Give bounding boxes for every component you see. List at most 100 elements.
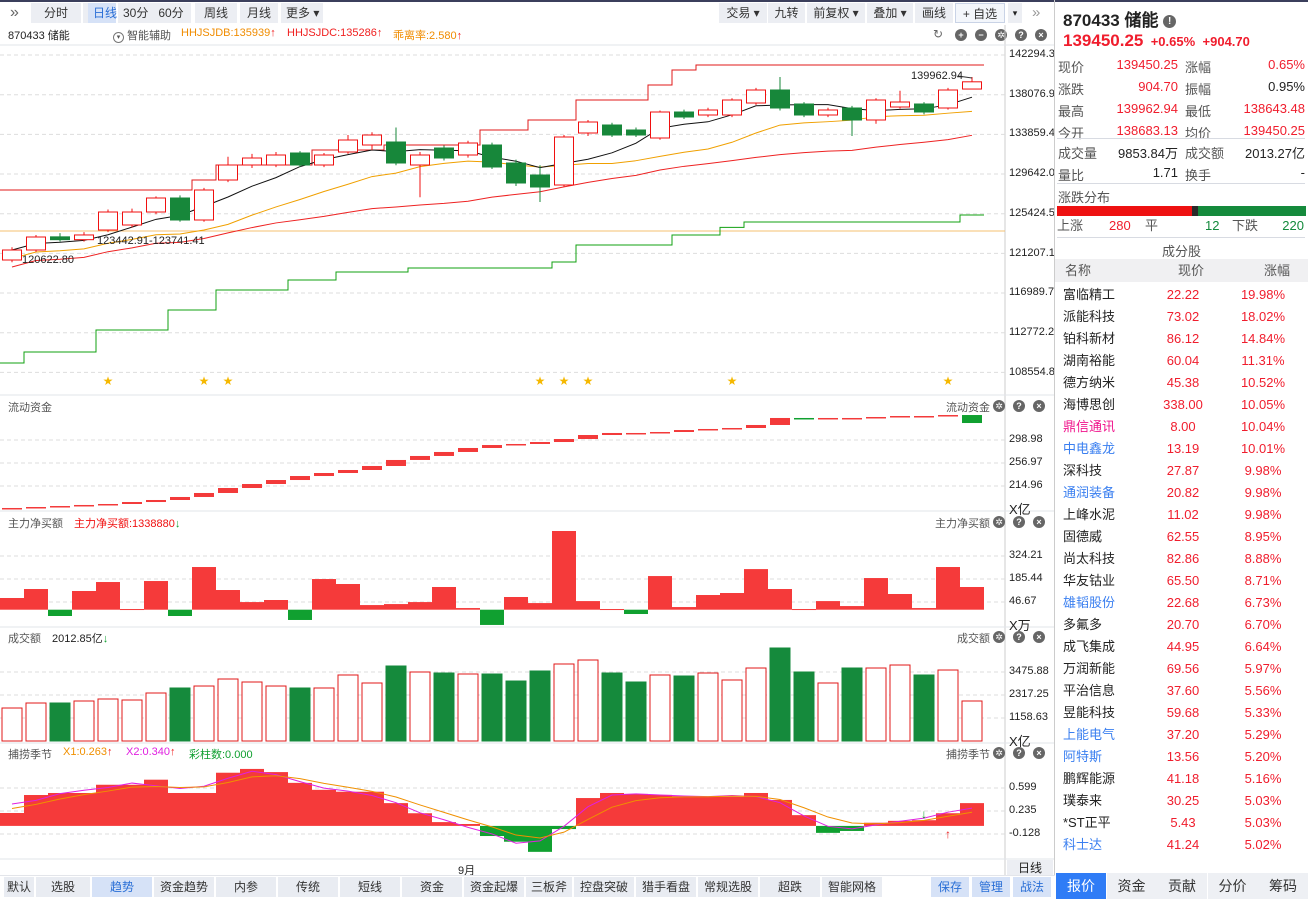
- action-button-0[interactable]: 保存: [931, 877, 969, 897]
- season-title-right: 捕捞季节: [946, 749, 990, 761]
- expand-icon[interactable]: »: [10, 4, 19, 21]
- help-icon[interactable]: ?: [1013, 400, 1025, 412]
- watchlist-dropdown[interactable]: ▾: [1008, 3, 1022, 23]
- smart-assist-toggle[interactable]: ▾ 智能辅助: [113, 27, 171, 43]
- close-icon[interactable]: ×: [1035, 29, 1047, 41]
- close-icon[interactable]: ×: [1033, 400, 1045, 412]
- stock-row[interactable]: 德方纳米 45.38 10.52%: [1063, 372, 1303, 394]
- help-icon[interactable]: ?: [1013, 747, 1025, 759]
- close-icon[interactable]: ×: [1033, 747, 1045, 759]
- header-name[interactable]: 名称: [1065, 263, 1092, 278]
- tab-period-0[interactable]: 分时: [31, 3, 81, 23]
- toolbar-button-2[interactable]: 前复权 ▾: [807, 3, 865, 23]
- header-price[interactable]: 现价: [1178, 263, 1205, 278]
- bottom-tab-9[interactable]: 三板斧: [526, 877, 572, 897]
- bottom-tab-5[interactable]: 传统: [278, 877, 338, 897]
- stock-row[interactable]: 雄韬股份 22.68 6.73%: [1063, 592, 1303, 614]
- tab-period-4[interactable]: 周线: [195, 3, 237, 23]
- stock-row[interactable]: 通润装备 20.82 9.98%: [1063, 482, 1303, 504]
- stock-row[interactable]: 铂科新材 86.12 14.84%: [1063, 328, 1303, 350]
- stock-row[interactable]: 上峰水泥 11.02 9.98%: [1063, 504, 1303, 526]
- quote-tab-1[interactable]: 资金: [1106, 873, 1157, 899]
- bottom-tab-4[interactable]: 内参: [216, 877, 276, 897]
- action-button-1[interactable]: 管理: [972, 877, 1010, 897]
- stock-row[interactable]: 固德威 62.55 8.95%: [1063, 526, 1303, 548]
- panel-expand-icon[interactable]: »: [1032, 4, 1041, 21]
- stock-row[interactable]: 科士达 41.24 5.02%: [1063, 834, 1303, 856]
- candle-up: [146, 197, 166, 213]
- bottom-tab-13[interactable]: 超跌: [760, 877, 820, 897]
- stock-row[interactable]: 尚太科技 82.86 8.88%: [1063, 548, 1303, 570]
- stock-row[interactable]: 成飞集成 44.95 6.64%: [1063, 636, 1303, 658]
- quote-tab-4[interactable]: 筹码: [1258, 873, 1308, 899]
- stock-row[interactable]: 平治信息 37.60 5.56%: [1063, 680, 1303, 702]
- stock-row[interactable]: 璞泰来 30.25 5.03%: [1063, 790, 1303, 812]
- toolbar-button-1[interactable]: 九转: [768, 3, 805, 23]
- close-icon[interactable]: ×: [1033, 516, 1045, 528]
- bottom-tab-14[interactable]: 智能网格: [822, 877, 882, 897]
- gear-icon[interactable]: ✲: [993, 631, 1005, 643]
- tab-period-1[interactable]: 日线: [88, 3, 117, 23]
- tab-period-5[interactable]: 月线: [240, 3, 278, 23]
- tab-period-6[interactable]: 更多 ▾: [281, 3, 323, 23]
- bottom-tab-10[interactable]: 控盘突破: [574, 877, 634, 897]
- quote-tab-3[interactable]: 分价: [1207, 873, 1258, 899]
- bottom-tab-12[interactable]: 常规选股: [698, 877, 758, 897]
- tab-period-2[interactable]: 30分: [118, 3, 151, 23]
- help-icon[interactable]: ?: [1013, 631, 1025, 643]
- stock-row[interactable]: 华友钴业 65.50 8.71%: [1063, 570, 1303, 592]
- gear-icon[interactable]: ✲: [993, 516, 1005, 528]
- header-pct[interactable]: 涨幅: [1264, 263, 1291, 278]
- tab-period-3[interactable]: 60分: [151, 3, 191, 23]
- stock-row[interactable]: 富临精工 22.22 19.98%: [1063, 284, 1303, 306]
- bottom-tab-2[interactable]: 趋势: [92, 877, 152, 897]
- stock-row[interactable]: 上能电气 37.20 5.29%: [1063, 724, 1303, 746]
- quote-label: 均价: [1185, 126, 1212, 141]
- refresh-icon[interactable]: ↻: [933, 27, 944, 41]
- bottom-tab-7[interactable]: 资金: [402, 877, 462, 897]
- quote-tab-0[interactable]: 报价: [1056, 873, 1106, 899]
- close-icon[interactable]: ×: [1033, 631, 1045, 643]
- bottom-tab-8[interactable]: 资金起爆: [464, 877, 524, 897]
- change-amount: +904.70: [1202, 34, 1250, 49]
- season-bar: [48, 792, 72, 826]
- bottom-tab-0[interactable]: 默认: [4, 877, 34, 897]
- help-icon[interactable]: ?: [1013, 516, 1025, 528]
- kline-chart[interactable]: ★ ★ ★ ★ ★ ★ ★ ★ ↓ ↑: [0, 0, 1055, 875]
- stock-row[interactable]: 海博思创 338.00 10.05%: [1063, 394, 1303, 416]
- toolbar-button-5[interactable]: + 自选: [955, 3, 1005, 23]
- gear-icon[interactable]: ✲: [993, 400, 1005, 412]
- stock-row[interactable]: 深科技 27.87 9.98%: [1063, 460, 1303, 482]
- quote-label: 成交额: [1185, 146, 1225, 161]
- stock-row[interactable]: 鹏辉能源 41.18 5.16%: [1063, 768, 1303, 790]
- stock-row[interactable]: *ST正平 5.43 5.03%: [1063, 812, 1303, 834]
- gear-icon[interactable]: ✲: [993, 747, 1005, 759]
- gear-icon[interactable]: ✲: [995, 29, 1007, 41]
- season-bar: [120, 784, 144, 826]
- bottom-tab-11[interactable]: 猎手看盘: [636, 877, 696, 897]
- toolbar-button-4[interactable]: 画线: [915, 3, 953, 23]
- info-icon[interactable]: !: [1163, 15, 1177, 28]
- bottom-tab-1[interactable]: 选股: [36, 877, 90, 897]
- toolbar-button-3[interactable]: 叠加 ▾: [867, 3, 913, 23]
- stock-row[interactable]: 万润新能 69.56 5.97%: [1063, 658, 1303, 680]
- stock-row[interactable]: 阿特斯 13.56 5.20%: [1063, 746, 1303, 768]
- stock-price: 8.00: [1170, 419, 1196, 434]
- season-bar: [408, 813, 432, 826]
- season-bar: [816, 825, 840, 833]
- stock-row[interactable]: 多氟多 20.70 6.70%: [1063, 614, 1303, 636]
- stock-row[interactable]: 湖南裕能 60.04 11.31%: [1063, 350, 1303, 372]
- toolbar-button-0[interactable]: 交易 ▾: [719, 3, 767, 23]
- quote-value: 138643.48: [1243, 101, 1305, 116]
- stock-row[interactable]: 昱能科技 59.68 5.33%: [1063, 702, 1303, 724]
- stock-row[interactable]: 中电鑫龙 13.19 10.01%: [1063, 438, 1303, 460]
- zoom-out-icon[interactable]: −: [975, 29, 987, 41]
- zoom-in-icon[interactable]: +: [955, 29, 967, 41]
- action-button-2[interactable]: 战法: [1013, 877, 1051, 897]
- help-icon[interactable]: ?: [1015, 29, 1027, 41]
- stock-row[interactable]: 鼎信通讯 8.00 10.04%: [1063, 416, 1303, 438]
- bottom-tab-3[interactable]: 资金趋势: [154, 877, 214, 897]
- stock-row[interactable]: 派能科技 73.02 18.02%: [1063, 306, 1303, 328]
- bottom-tab-6[interactable]: 短线: [340, 877, 400, 897]
- quote-tab-2[interactable]: 贡献: [1157, 873, 1207, 899]
